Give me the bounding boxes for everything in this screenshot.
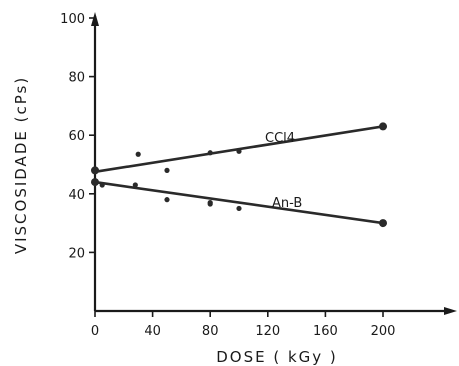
series-label-ccl4: CCl4 (265, 131, 295, 146)
x-tick-label: 160 (313, 324, 338, 339)
x-axis-arrow (444, 307, 457, 315)
data-point-an-b (164, 197, 170, 203)
labels: DOSE ( kGy ) VISCOSIDADE (cPs) CCl4 An-B (12, 76, 338, 366)
y-tick-label: 20 (68, 246, 85, 261)
data-point-an-b (379, 219, 387, 228)
data-point-ccl4 (164, 167, 170, 173)
data-point-an-b (99, 182, 105, 188)
y-tick-label: 60 (68, 129, 85, 144)
series-label-an-b: An-B (272, 196, 302, 211)
y-axis-arrow (91, 12, 99, 26)
x-tick-label: 40 (144, 324, 161, 339)
x-tick-label: 200 (371, 324, 396, 339)
data-point-an-b (207, 201, 213, 207)
y-tick-label: 80 (68, 71, 85, 86)
x-axis-title: DOSE ( kGy ) (216, 348, 338, 366)
x-tick-label: 80 (202, 324, 219, 339)
data-point-an-b (132, 182, 138, 188)
data-point-an-b (236, 205, 242, 212)
ticks: 0 40 80 120 160 200 20 40 60 80 100 (60, 12, 395, 339)
data-point-an-b (91, 178, 99, 187)
x-tick-label: 0 (91, 324, 99, 339)
y-tick-label: 40 (68, 188, 85, 203)
fit-line-an-b (94, 180, 384, 225)
y-tick-label: 100 (60, 12, 85, 27)
data-point-ccl4 (207, 150, 213, 156)
data-point-ccl4 (236, 148, 242, 154)
x-tick-label: 120 (255, 324, 280, 339)
y-axis-title: VISCOSIDADE (cPs) (12, 76, 30, 254)
data-point-ccl4 (91, 166, 99, 175)
data-point-ccl4 (379, 122, 387, 131)
data-points (91, 122, 387, 228)
data-point-ccl4 (135, 151, 141, 157)
axes (91, 12, 457, 315)
